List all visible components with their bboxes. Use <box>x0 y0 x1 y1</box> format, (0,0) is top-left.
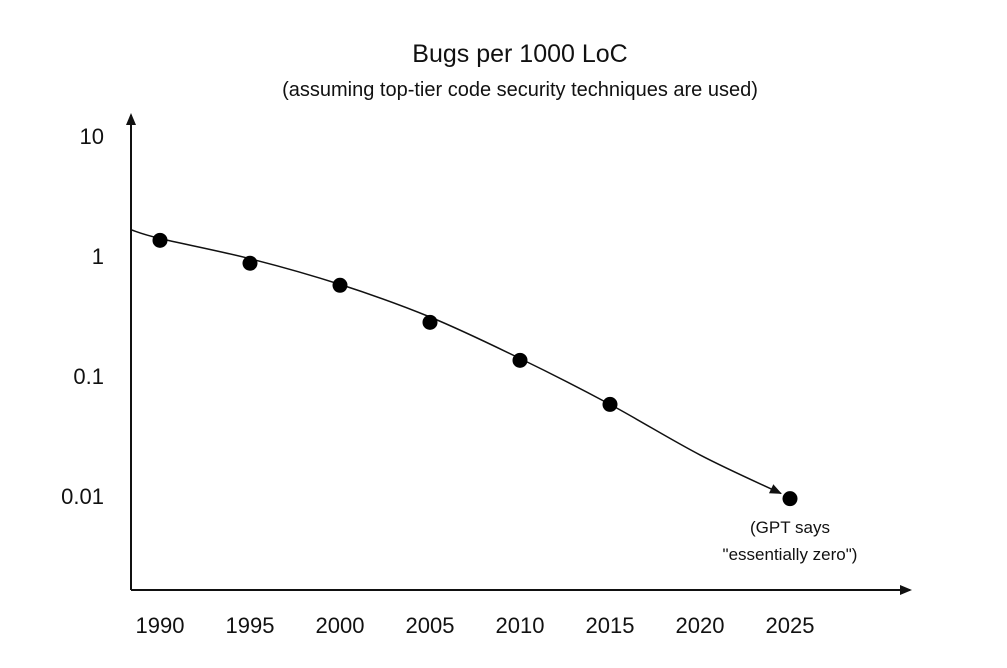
annotation-line-2: "essentially zero") <box>723 545 858 564</box>
y-tick-label: 0.1 <box>73 364 104 389</box>
data-point <box>602 396 618 412</box>
annotation-line-1: (GPT says <box>750 518 830 537</box>
x-tick-labels: 1990 1995 2000 2005 2010 2015 2020 2025 <box>136 613 815 638</box>
x-tick-label: 2025 <box>766 613 815 638</box>
x-tick-label: 1990 <box>136 613 185 638</box>
x-tick-label: 2015 <box>586 613 635 638</box>
y-tick-label: 10 <box>80 124 104 149</box>
y-tick-label: 1 <box>92 244 104 269</box>
data-point <box>422 314 438 330</box>
x-tick-label: 2005 <box>406 613 455 638</box>
trend-curve <box>130 229 782 495</box>
x-tick-label: 1995 <box>226 613 275 638</box>
y-tick-label: 0.01 <box>61 484 104 509</box>
data-point <box>782 491 798 507</box>
data-point <box>332 277 348 293</box>
data-point <box>152 232 168 248</box>
x-tick-label: 2020 <box>676 613 725 638</box>
chart-subtitle: (assuming top-tier code security techniq… <box>282 79 758 101</box>
data-points <box>152 232 798 507</box>
x-tick-label: 2000 <box>316 613 365 638</box>
x-tick-label: 2010 <box>496 613 545 638</box>
y-tick-labels: 10 1 0.1 0.01 <box>61 124 104 509</box>
data-point <box>512 352 528 368</box>
data-point <box>242 255 258 271</box>
chart-title: Bugs per 1000 LoC <box>412 40 627 68</box>
